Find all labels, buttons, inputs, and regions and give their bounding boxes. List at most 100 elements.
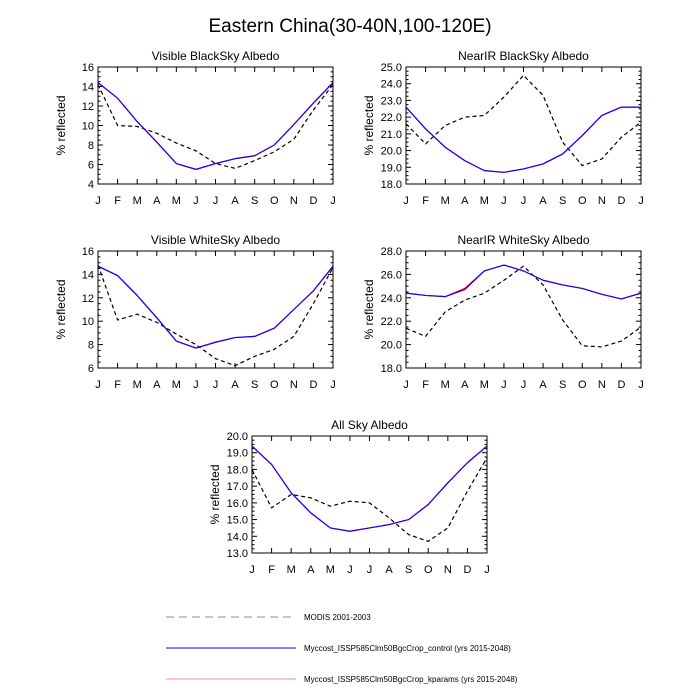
panels: Visible BlackSky Albedo % reflected 4 6 8 10 1… <box>54 49 644 576</box>
y-tick-label: 24.0 <box>381 79 402 91</box>
y-tick-label: 6 <box>88 363 94 375</box>
x-tick-label: M <box>441 195 450 207</box>
plot-frame <box>405 66 642 185</box>
chart-panel: Visible WhiteSky Albedo % reflected 6 8 10 12… <box>54 233 336 391</box>
y-axis-label: % reflected <box>54 95 68 155</box>
legend-entry: Myccost_ISSP585Clm50BgcCrop_kparams (yrs… <box>166 675 518 684</box>
y-tick-label: 20.0 <box>381 146 402 158</box>
y-tick-label: 18.0 <box>381 179 402 191</box>
x-tick-label: D <box>309 379 317 391</box>
x-tick-label: D <box>617 195 625 207</box>
y-tick-label: 26.0 <box>381 269 402 281</box>
x-tick-label: A <box>153 379 161 391</box>
x-tick-label: M <box>172 379 181 391</box>
x-tick-label: J <box>330 195 336 207</box>
legend-label: Myccost_ISSP585Clm50BgcCrop_control (yrs… <box>304 644 511 653</box>
x-tick-label: A <box>385 564 393 576</box>
x-tick-label: F <box>422 379 429 391</box>
series-line <box>405 106 641 173</box>
y-tick-label: 18.0 <box>381 363 402 375</box>
series-line <box>97 82 334 170</box>
x-tick-label: J <box>95 195 101 207</box>
legend-entry: Myccost_ISSP585Clm50BgcCrop_control (yrs… <box>166 644 511 653</box>
x-tick-label: M <box>480 195 489 207</box>
y-tick-label: 23.0 <box>381 95 402 107</box>
x-tick-label: J <box>213 195 219 207</box>
x-tick-label: J <box>347 564 353 576</box>
y-tick-label: 13.0 <box>227 548 248 560</box>
series-line <box>251 445 488 532</box>
y-tick-label: 21.0 <box>381 129 402 141</box>
y-tick-label: 10 <box>82 121 94 133</box>
y-tick-label: 4 <box>88 179 94 191</box>
x-tick-label: J <box>638 379 644 391</box>
y-tick-label: 24.0 <box>381 293 402 305</box>
x-tick-label: N <box>598 195 606 207</box>
y-tick-label: 20.0 <box>381 340 402 352</box>
series-line <box>405 264 642 300</box>
series-line <box>251 457 488 542</box>
series-line <box>405 74 642 167</box>
y-tick-label: 15.0 <box>227 515 248 527</box>
main-title: Eastern China(30-40N,100-120E) <box>208 16 491 37</box>
chart-panel: All Sky Albedo % reflected 13.0 14.0 15.0 16.… <box>208 418 490 576</box>
x-tick-label: J <box>367 564 373 576</box>
x-tick-label: J <box>501 379 507 391</box>
x-tick-label: J <box>249 564 255 576</box>
x-tick-label: M <box>326 564 335 576</box>
x-tick-label: M <box>287 564 296 576</box>
x-tick-label: S <box>559 379 566 391</box>
x-tick-label: A <box>231 195 239 207</box>
x-tick-label: M <box>133 379 142 391</box>
x-tick-label: A <box>461 379 469 391</box>
panel-title: All Sky Albedo <box>331 418 408 432</box>
y-axis-label: % reflected <box>362 279 376 339</box>
y-tick-label: 17.0 <box>227 481 248 493</box>
y-tick-label: 20.0 <box>227 431 248 443</box>
y-tick-label: 22.0 <box>381 316 402 328</box>
x-tick-label: J <box>501 195 507 207</box>
y-tick-label: 14.0 <box>227 531 248 543</box>
x-tick-label: J <box>403 379 409 391</box>
x-tick-label: D <box>617 379 625 391</box>
x-tick-label: S <box>251 379 258 391</box>
series-line <box>97 264 334 367</box>
y-tick-label: 16.0 <box>227 498 248 510</box>
x-tick-label: J <box>330 379 336 391</box>
x-tick-label: A <box>231 379 239 391</box>
plot-frame <box>97 250 334 369</box>
series-line <box>97 82 334 170</box>
y-tick-label: 12 <box>82 293 94 305</box>
x-tick-label: J <box>193 195 199 207</box>
y-tick-label: 18.0 <box>227 464 248 476</box>
y-tick-label: 12 <box>82 101 94 113</box>
y-tick-label: 19.0 <box>381 162 402 174</box>
y-axis-label: % reflected <box>208 464 222 524</box>
x-tick-label: O <box>578 379 587 391</box>
series-line <box>405 264 642 300</box>
x-tick-label: J <box>213 379 219 391</box>
x-tick-label: O <box>270 195 279 207</box>
x-tick-label: J <box>95 379 101 391</box>
x-tick-label: O <box>578 195 587 207</box>
plot-frame <box>97 66 334 185</box>
x-tick-label: S <box>251 195 258 207</box>
y-tick-label: 16 <box>82 62 94 74</box>
x-tick-label: F <box>114 379 121 391</box>
x-tick-label: F <box>422 195 429 207</box>
chart-panel: Visible BlackSky Albedo % reflected 4 6 8 10 1… <box>54 49 336 207</box>
x-tick-label: A <box>461 195 469 207</box>
panel-title: Visible BlackSky Albedo <box>152 49 280 63</box>
series-line <box>97 84 334 169</box>
plot-frame <box>405 250 642 369</box>
x-tick-label: N <box>290 379 298 391</box>
x-tick-label: A <box>539 379 547 391</box>
y-axis-label: % reflected <box>362 95 376 155</box>
series-line <box>97 265 334 349</box>
y-tick-label: 28.0 <box>381 246 402 258</box>
legend-entry: MODIS 2001-2003 <box>166 613 371 622</box>
x-tick-label: O <box>424 564 433 576</box>
x-tick-label: D <box>309 195 317 207</box>
series-line <box>405 106 641 173</box>
